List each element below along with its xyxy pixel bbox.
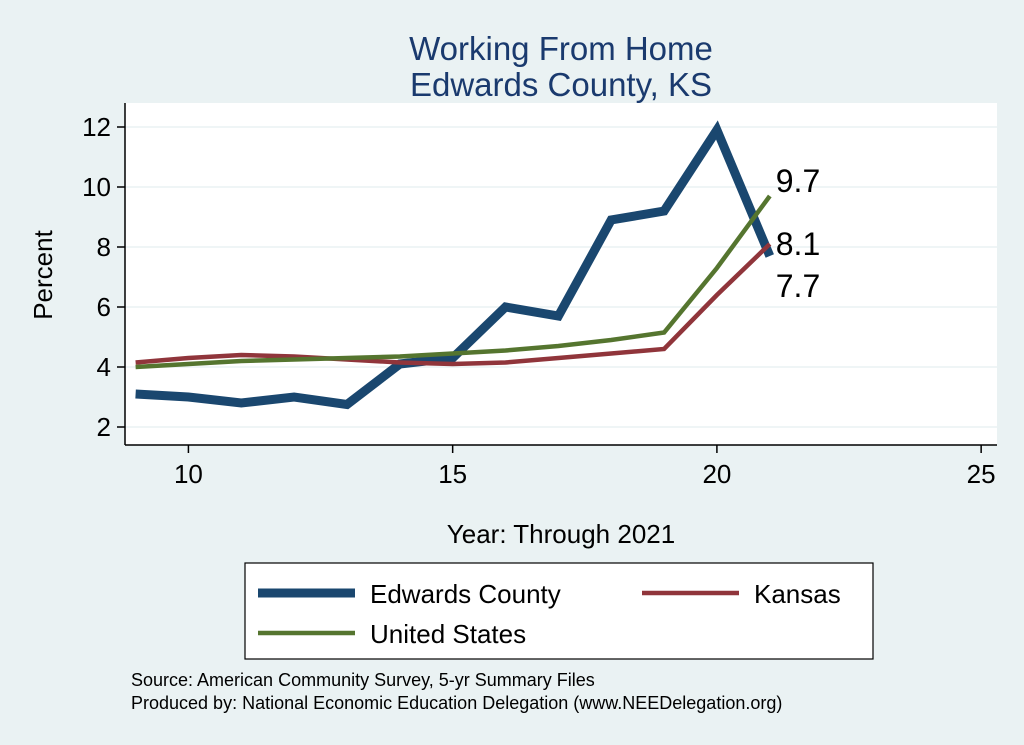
y-tick-label: 12	[82, 112, 111, 142]
x-tick-label: 25	[967, 459, 996, 489]
legend-label-edwards-county: Edwards County	[370, 579, 561, 609]
legend-label-kansas: Kansas	[754, 579, 841, 609]
series-line-edwards-county	[135, 120, 774, 410]
producer-note: Produced by: National Economic Education…	[131, 693, 782, 713]
end-label-kansas: 8.1	[776, 226, 820, 262]
x-tick-label: 15	[438, 459, 467, 489]
y-tick-label: 2	[97, 412, 111, 442]
chart-title-line-1: Working From Home	[409, 30, 713, 67]
x-axis-title: Year: Through 2021	[447, 519, 675, 549]
chart-title-line-2: Edwards County, KS	[410, 66, 712, 103]
legend: Edwards County Kansas United States	[244, 562, 874, 660]
y-tick-label: 8	[97, 232, 111, 262]
series-line-kansas	[135, 242, 772, 367]
series-line-united-states	[135, 194, 772, 370]
x-tick-label: 10	[174, 459, 203, 489]
y-axis-title: Percent	[28, 229, 58, 319]
end-label-edwards-county: 7.7	[776, 268, 820, 304]
end-labels: 7.7 8.1 9.7	[776, 163, 820, 304]
plot-area	[125, 103, 997, 445]
y-tick-label: 6	[97, 292, 111, 322]
legend-label-united-states: United States	[370, 619, 526, 649]
series-lines	[135, 120, 774, 410]
y-tick-label: 4	[97, 352, 111, 382]
end-label-united-states: 9.7	[776, 163, 820, 199]
axes: 2 4 6 8 10 12 10 15 20 25	[82, 103, 997, 489]
source-note: Source: American Community Survey, 5-yr …	[131, 670, 595, 690]
legend-box	[244, 562, 874, 660]
y-tick-label: 10	[82, 172, 111, 202]
x-tick-label: 20	[702, 459, 731, 489]
